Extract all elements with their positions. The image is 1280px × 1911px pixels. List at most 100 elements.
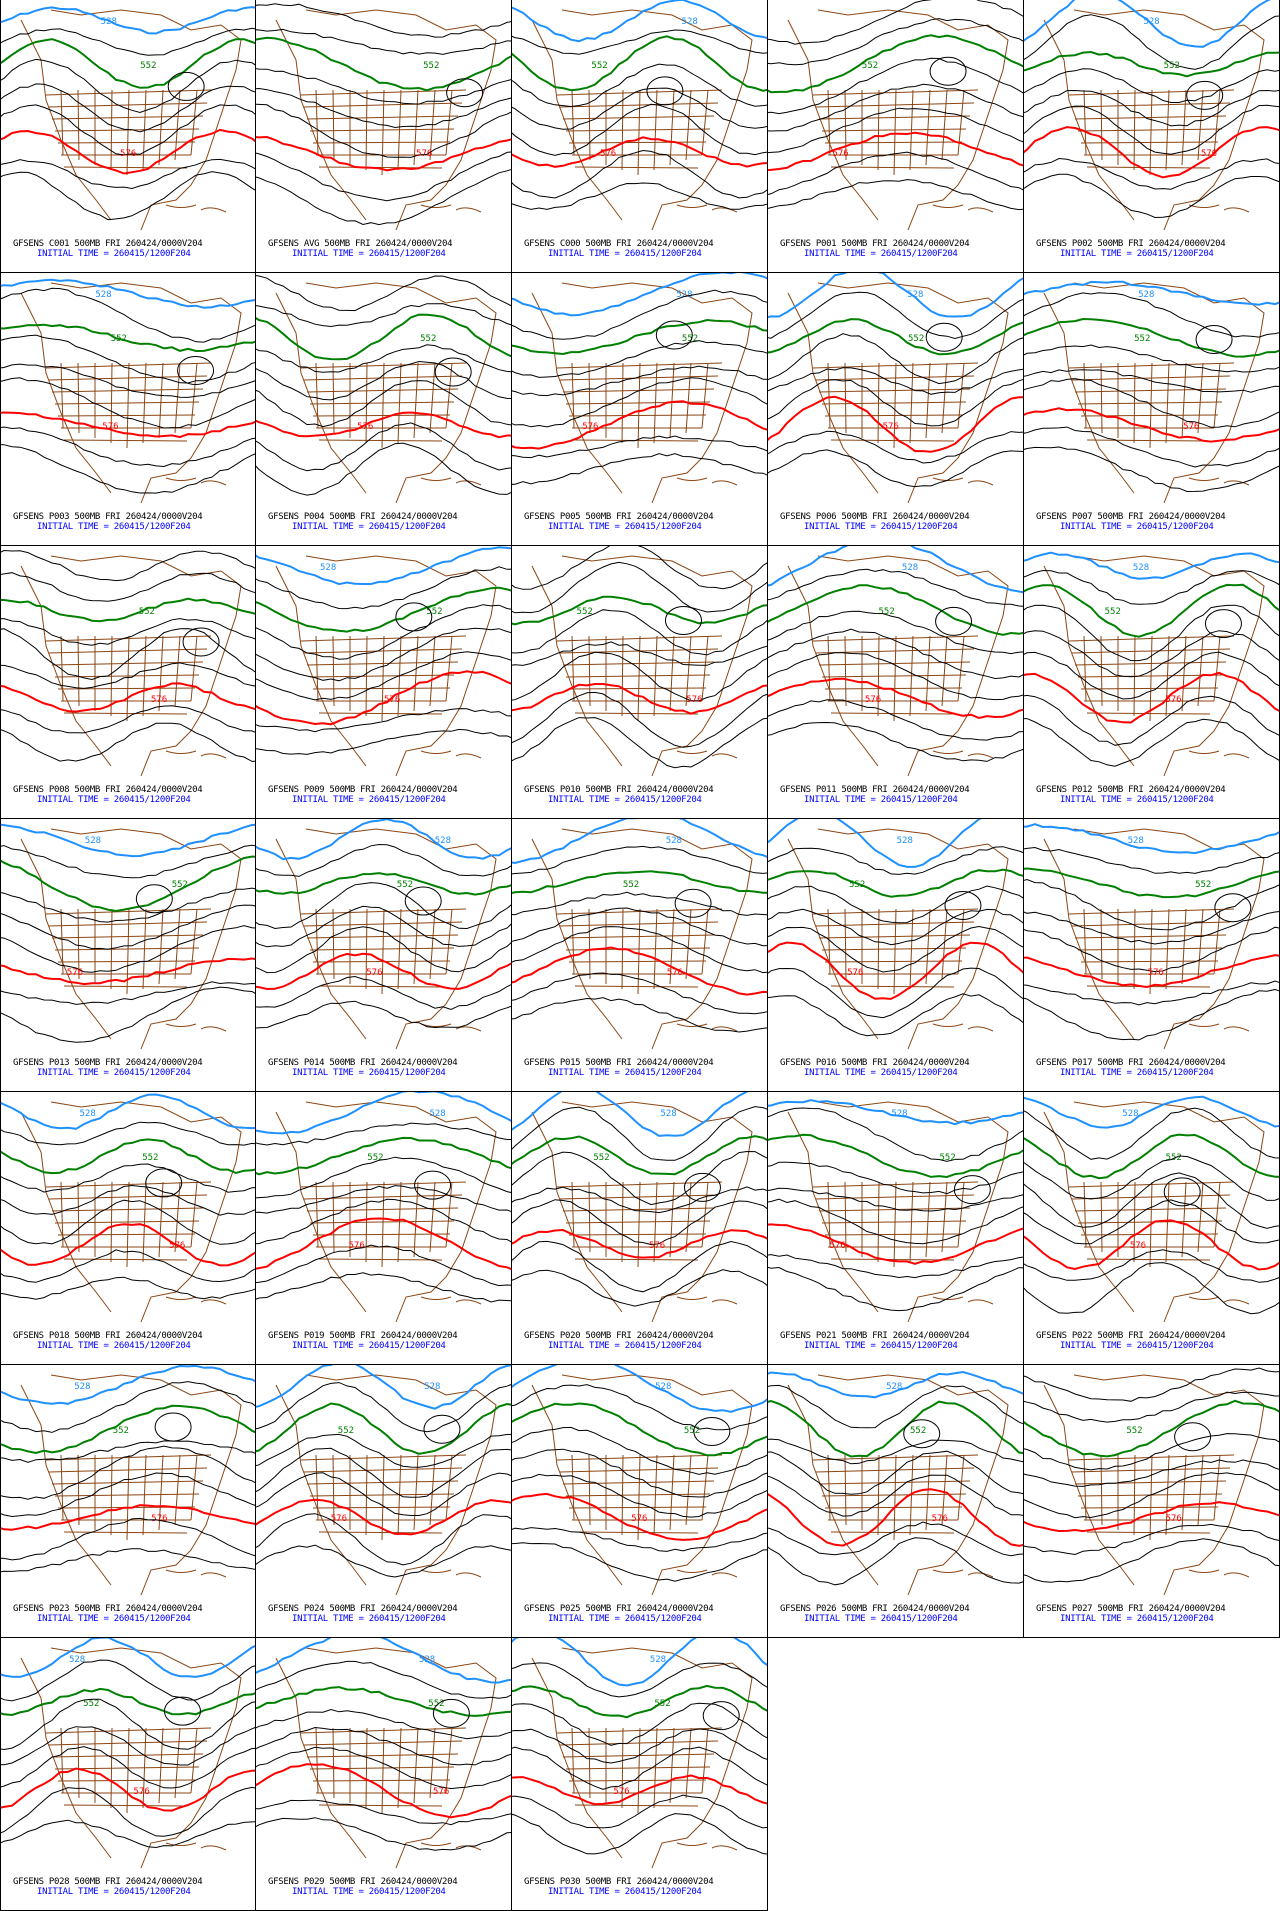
panel-title: GFSENS P007 500MB FRI 260424/0000V204 bbox=[1036, 512, 1226, 522]
contour-label-576: 576 bbox=[865, 695, 881, 705]
closed-contour bbox=[944, 890, 982, 920]
contour-label-576: 576 bbox=[832, 149, 848, 159]
contour-label-528: 528 bbox=[650, 1655, 666, 1665]
initial-time-label: INITIAL TIME = 260415/1200F204 bbox=[37, 1341, 191, 1351]
map-outline bbox=[20, 1101, 242, 1323]
contour-line bbox=[1024, 694, 1279, 746]
map-panel-p012: 528 552 576 GFSENS P012 500MB FRI 260424/00… bbox=[1024, 546, 1280, 819]
contour-label-576: 576 bbox=[1148, 968, 1164, 978]
map-outline bbox=[531, 282, 753, 504]
contour-line bbox=[768, 0, 1023, 45]
closed-contour bbox=[167, 71, 205, 101]
contour-line bbox=[1, 1472, 255, 1518]
contour-label-528: 528 bbox=[429, 1109, 445, 1119]
contour-line bbox=[512, 546, 767, 590]
contour-line bbox=[768, 1450, 1023, 1495]
contour-label-552: 552 bbox=[139, 607, 155, 617]
panel-title: GFSENS P005 500MB FRI 260424/0000V204 bbox=[524, 512, 714, 522]
contour-line bbox=[768, 568, 1023, 607]
contour-line bbox=[1, 426, 255, 468]
contour-line bbox=[768, 610, 1023, 655]
contour-line bbox=[256, 1799, 511, 1826]
closed-contour bbox=[145, 1168, 183, 1198]
contour-label-576: 576 bbox=[1165, 695, 1181, 705]
contour-line bbox=[768, 925, 1023, 973]
contour-line bbox=[512, 1448, 767, 1498]
map-outline bbox=[1043, 828, 1265, 1050]
panel-title: GFSENS P023 500MB FRI 260424/0000V204 bbox=[13, 1604, 203, 1614]
contour-line bbox=[1, 158, 255, 190]
contour-line bbox=[512, 87, 767, 130]
contour-label-552: 552 bbox=[111, 334, 127, 344]
closed-contour bbox=[182, 627, 220, 657]
contour-line bbox=[1024, 446, 1279, 493]
closed-contour bbox=[929, 56, 967, 86]
contour-552 bbox=[1, 1687, 255, 1717]
panel-title: GFSENS C000 500MB FRI 260424/0000V204 bbox=[524, 239, 714, 249]
map-outline bbox=[1043, 282, 1265, 504]
contour-line bbox=[1024, 846, 1279, 874]
contour-576 bbox=[256, 952, 511, 991]
contour-label-552: 552 bbox=[1105, 607, 1121, 617]
contour-528 bbox=[1, 1093, 255, 1130]
contour-line bbox=[768, 1438, 1023, 1465]
contour-line bbox=[512, 149, 767, 199]
contour-line bbox=[1024, 1459, 1279, 1487]
contour-576 bbox=[768, 941, 1023, 1000]
initial-time-label: INITIAL TIME = 260415/1200F204 bbox=[292, 1068, 446, 1078]
contour-line bbox=[256, 1817, 511, 1851]
contour-line bbox=[512, 972, 767, 1015]
contour-label-528: 528 bbox=[80, 1109, 96, 1119]
contour-line bbox=[256, 442, 511, 496]
contour-line bbox=[1024, 68, 1279, 103]
contour-line bbox=[1, 334, 255, 384]
contour-label-576: 576 bbox=[582, 422, 598, 432]
contour-label-528: 528 bbox=[666, 836, 682, 846]
contour-line bbox=[256, 1122, 511, 1146]
contour-line bbox=[1, 925, 255, 973]
contour-label-552: 552 bbox=[591, 61, 607, 71]
initial-time-label: INITIAL TIME = 260415/1200F204 bbox=[548, 1068, 702, 1078]
contour-576 bbox=[768, 1488, 1023, 1547]
contour-552 bbox=[512, 870, 767, 894]
contour-line bbox=[1024, 1523, 1279, 1556]
contour-528 bbox=[1, 823, 255, 858]
contour-528 bbox=[1, 1365, 255, 1405]
contour-528 bbox=[1, 278, 255, 309]
map-outline bbox=[531, 1374, 753, 1596]
contour-line bbox=[256, 169, 511, 226]
panel-title: GFSENS P003 500MB FRI 260424/0000V204 bbox=[13, 512, 203, 522]
panel-title: GFSENS P006 500MB FRI 260424/0000V204 bbox=[780, 512, 970, 522]
contour-label-528: 528 bbox=[69, 1655, 85, 1665]
contour-line bbox=[256, 303, 511, 328]
contour-line bbox=[256, 151, 511, 202]
contour-line bbox=[512, 1813, 767, 1855]
panel-title: GFSENS P022 500MB FRI 260424/0000V204 bbox=[1036, 1331, 1226, 1341]
contour-label-576: 576 bbox=[631, 1514, 647, 1524]
map-panel-p017: 528 552 576 GFSENS P017 500MB FRI 260424/00… bbox=[1024, 819, 1280, 1092]
initial-time-label: INITIAL TIME = 260415/1200F204 bbox=[1060, 1068, 1214, 1078]
contour-line bbox=[768, 1198, 1023, 1245]
contour-line bbox=[256, 1544, 511, 1578]
contour-528 bbox=[512, 1638, 767, 1687]
contour-label-528: 528 bbox=[655, 1382, 671, 1392]
map-panel-p013: 528 552 576 GFSENS P013 500MB FRI 260424/00… bbox=[0, 819, 256, 1092]
contour-576 bbox=[512, 1774, 767, 1806]
contour-576 bbox=[512, 1492, 767, 1541]
closed-contour bbox=[434, 357, 472, 387]
contour-576 bbox=[768, 1223, 1023, 1265]
contour-line bbox=[768, 378, 1023, 427]
initial-time-label: INITIAL TIME = 260415/1200F204 bbox=[292, 1887, 446, 1897]
map-outline bbox=[787, 555, 1009, 777]
contour-line bbox=[1, 844, 255, 879]
contour-line bbox=[768, 430, 1023, 464]
map-panel-p030: 528 552 576 GFSENS P030 500MB FRI 260424/00… bbox=[512, 1638, 768, 1911]
map-outline bbox=[275, 1101, 497, 1323]
